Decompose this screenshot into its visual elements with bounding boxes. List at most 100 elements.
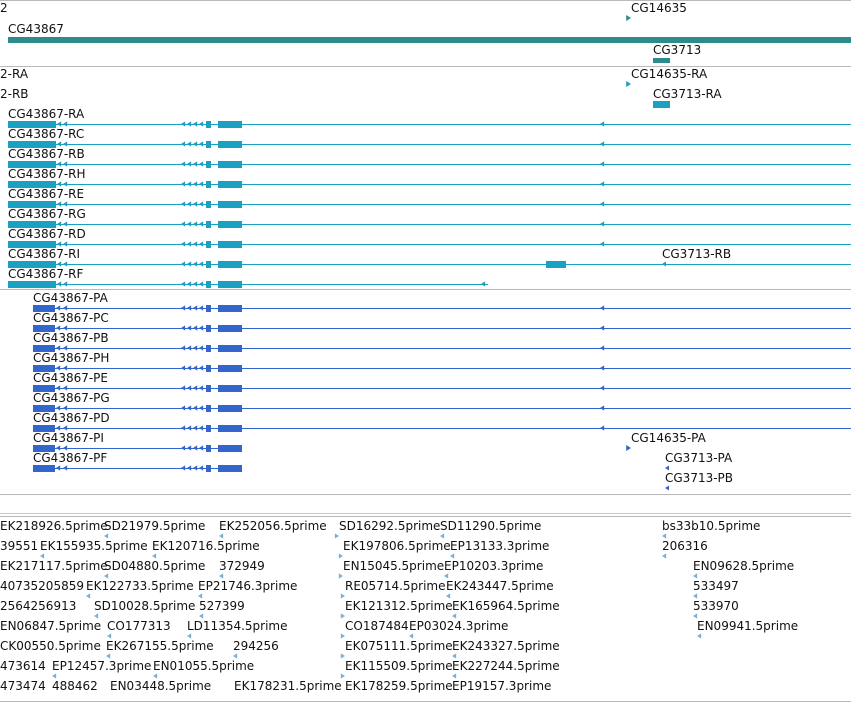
strand-arrow xyxy=(199,121,204,127)
transcript-label[interactable]: CG43867-RB xyxy=(8,147,85,161)
protein-label[interactable]: CG43867-PH xyxy=(33,351,110,365)
protein-label[interactable]: CG43867-PD xyxy=(33,411,110,425)
transcript-label[interactable]: 2-RB xyxy=(0,87,29,101)
est-label[interactable]: EK217117.5prime xyxy=(0,559,108,573)
transcript-label[interactable]: CG43867-RF xyxy=(8,267,84,281)
protein-label[interactable]: CG43867-PB xyxy=(33,331,109,345)
transcript-exon xyxy=(546,261,566,268)
transcript-label[interactable]: CG43867-RG xyxy=(8,207,86,221)
est-label[interactable]: EK252056.5prime xyxy=(219,519,327,533)
transcript-label[interactable]: CG43867-RI xyxy=(8,247,81,261)
transcript-label[interactable]: CG14635-RA xyxy=(631,67,708,81)
est-label[interactable]: bs33b10.5prime xyxy=(662,519,761,533)
protein-label[interactable]: CG43867-PC xyxy=(33,311,109,325)
strand-arrow xyxy=(452,613,457,619)
protein-label[interactable]: CG14635-PA xyxy=(631,431,706,445)
est-label[interactable]: EP10203.3prime xyxy=(444,559,544,573)
est-label[interactable]: EK243327.5prime xyxy=(452,639,560,653)
track-separator xyxy=(0,494,851,495)
est-label[interactable]: 372949 xyxy=(219,559,265,573)
est-label[interactable]: 294256 xyxy=(233,639,279,653)
est-label[interactable]: SD04880.5prime xyxy=(104,559,206,573)
strand-arrow xyxy=(199,405,204,411)
est-label[interactable]: EK122733.5prime xyxy=(86,579,194,593)
est-label[interactable]: 533970 xyxy=(693,599,739,613)
est-label[interactable]: 527399 xyxy=(199,599,245,613)
strand-arrow xyxy=(334,533,339,539)
protein-label[interactable]: CG43867-PF xyxy=(33,451,108,465)
est-label[interactable]: EP19157.3prime xyxy=(452,679,552,693)
transcript-label[interactable]: 2-RA xyxy=(0,67,29,81)
est-label[interactable]: CO187484 xyxy=(345,619,409,633)
est-label[interactable]: RE05714.5prime xyxy=(345,579,446,593)
strand-arrow xyxy=(452,653,457,659)
est-label[interactable]: 473474 xyxy=(0,679,46,693)
protein-label[interactable]: CG3713-PA xyxy=(665,451,733,465)
transcript-exon xyxy=(8,161,56,168)
est-label[interactable]: EK243447.5prime xyxy=(446,579,554,593)
strand-arrow xyxy=(57,241,62,247)
gene-label[interactable]: CG14635 xyxy=(631,1,687,15)
transcript-label[interactable]: CG43867-RC xyxy=(8,127,85,141)
gene-label[interactable]: CG3713 xyxy=(653,43,702,57)
protein-label[interactable]: CG43867-PE xyxy=(33,371,108,385)
est-label[interactable]: 206316 xyxy=(662,539,708,553)
protein-label[interactable]: CG43867-PI xyxy=(33,431,104,445)
transcript-label[interactable]: CG3713-RB xyxy=(662,247,732,261)
est-label[interactable]: EN03448.5prime xyxy=(110,679,212,693)
est-label[interactable]: EP13133.3prime xyxy=(450,539,550,553)
est-label[interactable]: SD11290.5prime xyxy=(440,519,542,533)
protein-label[interactable]: CG43867-PG xyxy=(33,391,110,405)
est-label[interactable]: EN09628.5prime xyxy=(693,559,795,573)
protein-block xyxy=(33,465,55,472)
transcript-label[interactable]: CG43867-RE xyxy=(8,187,85,201)
est-label[interactable]: SD16292.5prime xyxy=(339,519,441,533)
est-label[interactable]: 39551 xyxy=(0,539,39,553)
est-label[interactable]: EP12457.3prime xyxy=(52,659,152,673)
est-label[interactable]: EK165964.5prime xyxy=(452,599,560,613)
est-label[interactable]: EN06847.5prime xyxy=(0,619,102,633)
track-separator xyxy=(0,0,851,1)
strand-arrow xyxy=(181,201,186,207)
est-label[interactable]: EK121312.5prime xyxy=(345,599,453,613)
transcript-exon xyxy=(8,121,56,128)
est-label[interactable]: EK218926.5prime xyxy=(0,519,108,533)
protein-label[interactable]: CG43867-PA xyxy=(33,291,108,305)
est-label[interactable]: SD21979.5prime xyxy=(104,519,206,533)
est-label[interactable]: EK178259.5prime xyxy=(345,679,453,693)
gene-label[interactable]: 2 xyxy=(0,1,8,15)
est-label[interactable]: EK267155.5prime xyxy=(106,639,214,653)
strand-arrow xyxy=(653,58,657,63)
transcript-label[interactable]: CG43867-RH xyxy=(8,167,86,181)
est-label[interactable]: LD11354.5prime xyxy=(187,619,288,633)
est-label[interactable]: EP03024.3prime xyxy=(409,619,509,633)
est-label[interactable]: SD10028.5prime xyxy=(94,599,196,613)
strand-arrow xyxy=(40,553,45,559)
transcript-label[interactable]: CG43867-RA xyxy=(8,107,85,121)
transcript-label[interactable]: CG3713-RA xyxy=(653,87,722,101)
est-label[interactable]: EN15045.5prime xyxy=(343,559,445,573)
est-label[interactable]: EP21746.3prime xyxy=(198,579,298,593)
protein-block xyxy=(218,365,242,372)
gene-label[interactable]: CG43867 xyxy=(8,22,64,36)
est-label[interactable]: EN01055.5prime xyxy=(153,659,255,673)
est-label[interactable]: 473614 xyxy=(0,659,46,673)
est-label[interactable]: 533497 xyxy=(693,579,739,593)
transcript-label[interactable]: CG43867-RD xyxy=(8,227,86,241)
strand-arrow xyxy=(219,573,224,579)
est-label[interactable]: EK075111.5prime xyxy=(345,639,453,653)
est-label[interactable]: 2564256913 xyxy=(0,599,77,613)
est-label[interactable]: EN09941.5prime xyxy=(697,619,799,633)
est-label[interactable]: EK155935.5prime xyxy=(40,539,148,553)
est-label[interactable]: CK00550.5prime xyxy=(0,639,101,653)
est-label[interactable]: CO177313 xyxy=(107,619,171,633)
est-label[interactable]: 40735205859 xyxy=(0,579,84,593)
est-label[interactable]: EK227244.5prime xyxy=(452,659,560,673)
est-label[interactable]: EK115509.5prime xyxy=(345,659,453,673)
protein-label[interactable]: CG3713-PB xyxy=(665,471,734,485)
est-label[interactable]: EK120716.5prime xyxy=(152,539,260,553)
est-label[interactable]: EK197806.5prime xyxy=(343,539,451,553)
est-label[interactable]: EK178231.5prime xyxy=(234,679,342,693)
est-label[interactable]: 488462 xyxy=(52,679,98,693)
